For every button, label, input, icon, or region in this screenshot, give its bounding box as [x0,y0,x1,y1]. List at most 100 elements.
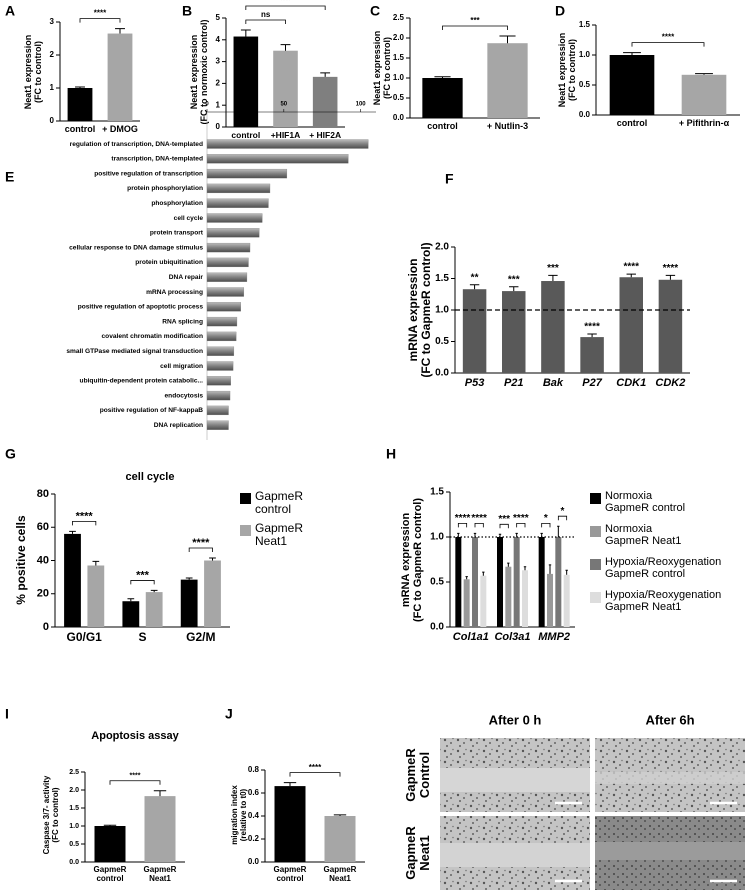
x-tick-label: 0 [205,102,209,108]
error-bar [548,274,558,282]
y-tick-label: 2 [50,50,55,59]
error-bar [695,73,713,75]
x-tick-label: MMP2 [538,631,571,643]
x-tick-label-box: P27 [582,377,602,389]
legend-label-box: Normoxia GapmeR control [605,490,685,514]
error-bar [153,790,167,797]
x-tick-label-box: CDK2 [655,377,685,389]
y-tick-label: 1.0 [579,50,591,59]
category-label: transcription, DNA-templated [111,156,203,163]
y-tick-label: 40 [37,554,49,566]
x-tick-label-box: GapmeR Neat1 [324,866,357,883]
x-tick-label-box: S [138,631,147,644]
significance-label: * [561,506,565,517]
y-tick-label: 0.0 [248,857,260,866]
x-tick-label-box: control [617,119,648,128]
panel-label: J [225,706,233,722]
y-axis-label-box: % positive cells [14,515,28,604]
bar [274,786,306,862]
category-label: covalent chromatin modification [102,333,204,340]
y-axis-label-box: Caspase 3/7- activity (FC to control) [42,776,60,855]
bar [206,316,238,327]
legend-swatch [240,525,251,536]
bar [206,331,237,342]
panel-label: D [555,3,565,19]
category-label: cell migration [160,363,203,370]
error-bar [665,274,676,280]
y-axis-label-box: Neat1 expression (FC to control) [557,33,577,108]
bar [67,88,93,121]
significance-label: **** [584,322,600,333]
x-tick-label-box: MMP2 [538,631,571,643]
y-tick-label: 2.0 [435,242,449,253]
bar [463,579,470,627]
legend-label: Normoxia GapmeR Neat1 [605,523,682,548]
bar [94,826,126,862]
x-tick-label-box: + Pifithrin-α [679,119,729,128]
y-tick-label: 2.0 [69,787,79,794]
y-tick-label: 80 [37,488,49,500]
bar [206,390,231,401]
y-tick-label: 1.5 [393,53,405,62]
panel-label: A [5,3,15,19]
x-tick-label: Bak [542,377,563,389]
x-tick-label: Col1a1 [452,631,489,643]
category-label: regulation of transcription, DNA-templat… [70,141,203,148]
category-label: RNA splicing [162,318,203,325]
y-tick-label: 2.0 [393,33,405,42]
error-bar [465,576,468,580]
wound-gap [440,843,590,867]
y-tick-label: 1.0 [435,305,449,316]
category-label: phosphorylation [151,200,203,207]
y-axis-label: Neat1 expression (FC to normoxic control… [189,19,209,125]
significance-bracket [499,523,509,529]
error-bar [115,28,125,34]
error-bar [623,52,641,55]
bar [206,139,369,149]
significance-label: **** [192,537,210,549]
x-tick-label: control [64,125,96,134]
x-tick-label: S [138,631,147,644]
x-tick-label-box: GapmeR control [273,866,307,883]
significance-bracket [130,580,155,585]
x-tick-label: GapmeR control [93,866,127,883]
y-tick-label: 0.0 [69,859,79,866]
y-tick-label: 0.5 [579,80,591,89]
x-tick-label: + DMOG [102,125,138,134]
bar [206,154,349,164]
y-tick-label: 0.4 [248,811,260,820]
y-tick-label: 5 [216,13,221,22]
y-axis-label-box: Neat1 expression (FC to control) [23,35,43,110]
significance-label: **** [513,513,529,524]
error-bar [280,44,291,51]
error-bar [283,782,297,787]
chart-title: Apoptosis assay [91,730,179,742]
wound-gap [595,772,745,784]
bar [658,279,683,373]
y-tick-label: 2.5 [69,769,79,776]
x-tick-label-box: GapmeR Neat1 [143,866,177,883]
category-label: endocytosis [165,392,204,399]
y-axis-label-box: migration index (relative to t0) [230,785,248,845]
x-tick-label: GapmeR Neat1 [143,866,177,883]
x-tick-label: Col3a1 [494,631,531,643]
legend-swatch [590,592,601,603]
panel-label: I [5,706,9,722]
category-label: positive regulation of apoptotic process [78,304,204,311]
significance-bracket [79,18,121,23]
bar [472,537,478,627]
error-bar [557,525,560,537]
bar [206,346,235,356]
bar [206,376,231,386]
bar [502,291,526,373]
bar [538,537,545,627]
legend-swatch [240,493,251,504]
significance-label: **** [663,263,679,274]
x-tick-label-box: Col1a1 [452,631,489,643]
bar [555,537,562,627]
bar [681,74,727,115]
bar [513,537,520,627]
error-bar [92,560,100,566]
x-tick-label: GapmeR control [273,866,307,883]
x-tick-label-box: P53 [465,377,485,389]
